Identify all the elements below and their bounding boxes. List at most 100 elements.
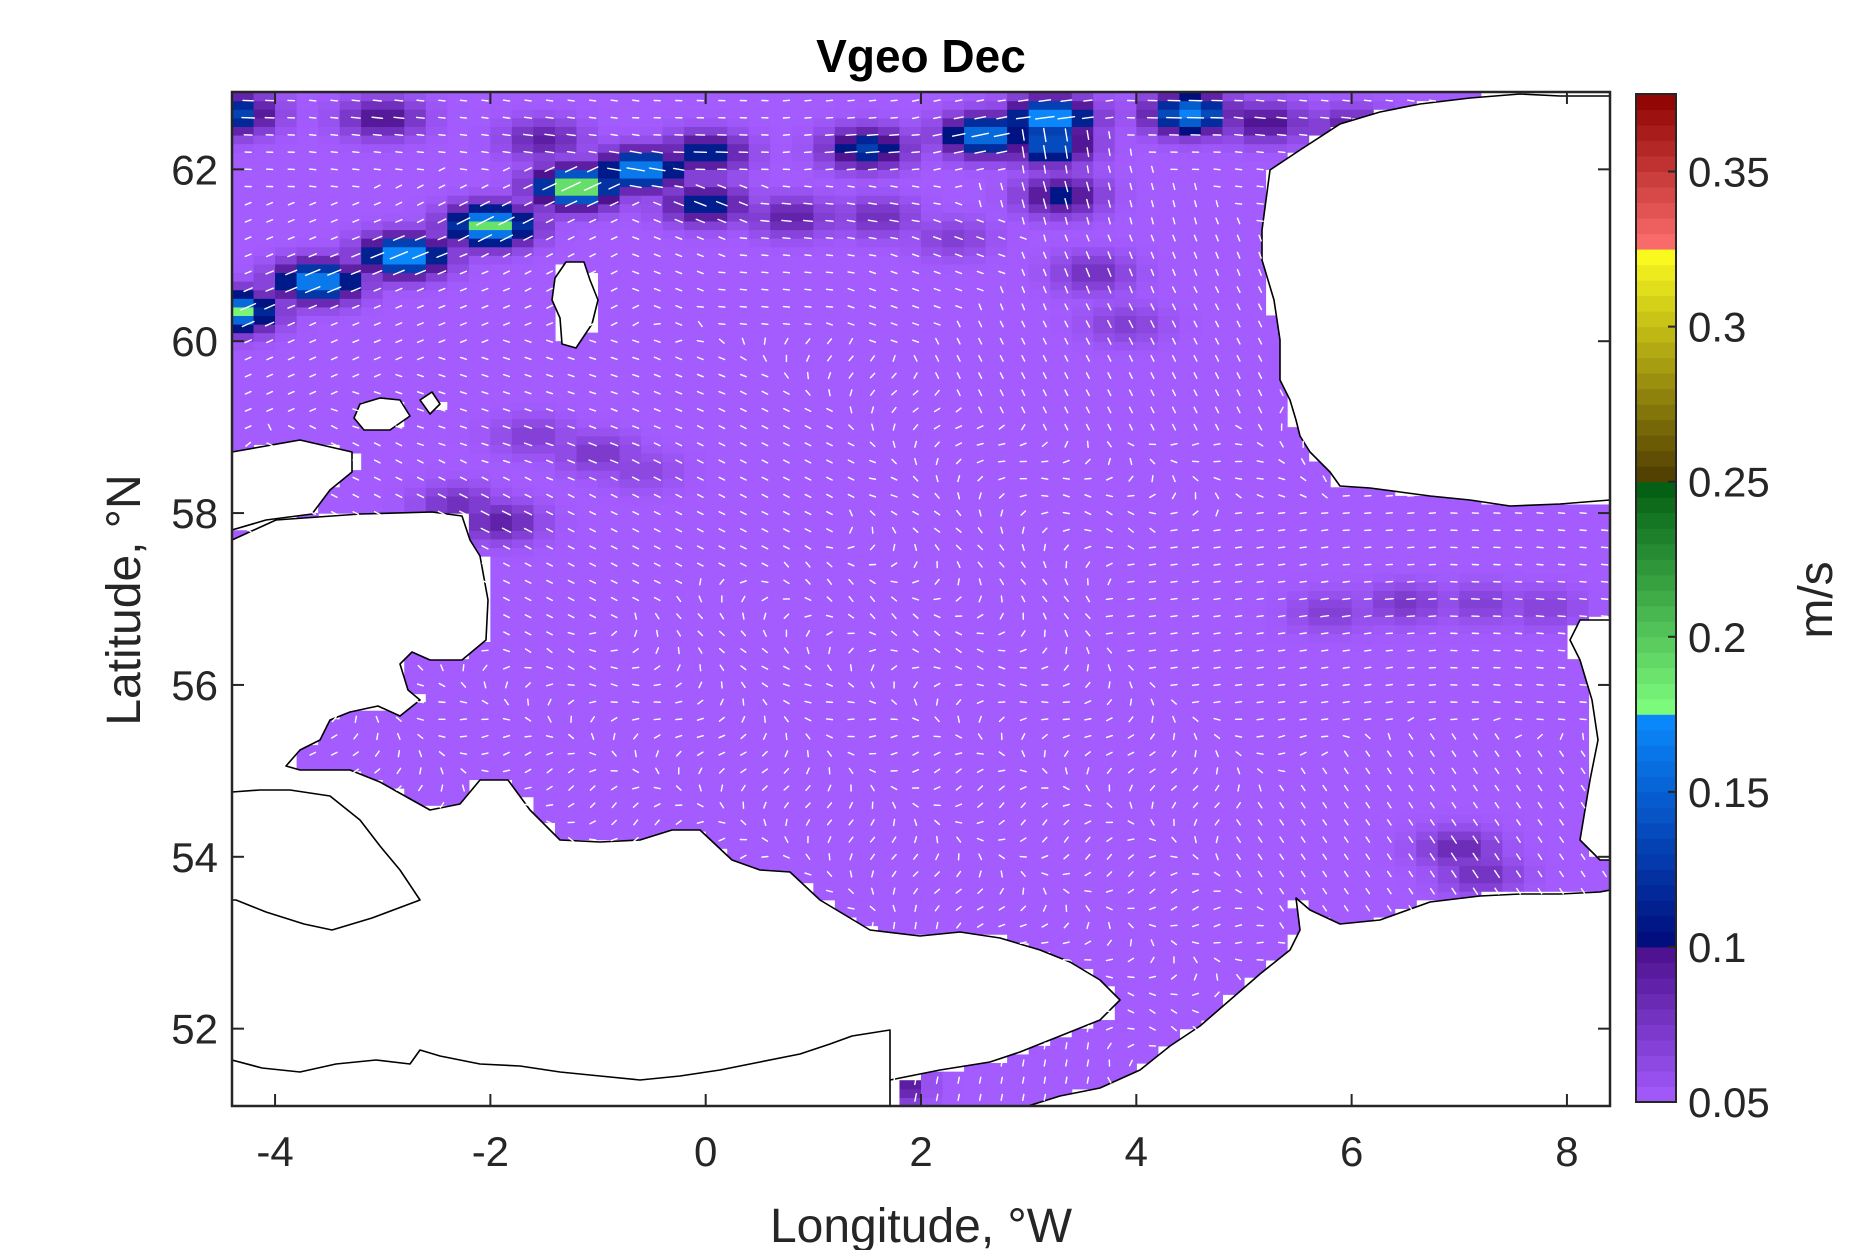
field-cell-3930 — [1200, 109, 1224, 119]
field-cell-892 — [533, 126, 556, 136]
field-cell-88 — [275, 401, 298, 411]
field-cell-640 — [468, 169, 491, 179]
field-cell-1158 — [619, 693, 642, 703]
field-cell-3915 — [1200, 238, 1224, 248]
field-cell-2777 — [985, 590, 1008, 600]
field-cell-202 — [318, 238, 341, 248]
field-cell-1746 — [748, 177, 771, 188]
field-cell-2337 — [899, 848, 922, 858]
field-cell-2214 — [856, 195, 879, 205]
field-cell-693 — [490, 401, 513, 411]
field-cell-2930 — [1007, 177, 1030, 188]
field-cell-510 — [425, 117, 448, 127]
field-cell-703 — [490, 315, 513, 325]
field-cell-1397 — [662, 126, 685, 136]
field-cell-2629 — [942, 92, 965, 102]
field-cell-4050 — [1243, 865, 1267, 875]
field-cell-448 — [404, 92, 427, 102]
field-cell-2412 — [899, 203, 922, 213]
velocity-arrow-15 — [244, 201, 252, 206]
field-cell-2496 — [921, 358, 944, 368]
field-cell-3421 — [1114, 693, 1137, 703]
field-cell-3894 — [1200, 418, 1224, 428]
field-cell-1225 — [619, 117, 642, 127]
field-cell-496 — [425, 238, 448, 248]
field-cell-1947 — [813, 831, 836, 841]
land-polygon-2 — [232, 789, 421, 931]
field-cell-1988 — [813, 478, 836, 488]
field-cell-3742 — [1179, 796, 1202, 806]
field-cell-1255 — [641, 607, 664, 617]
velocity-arrow-36 — [266, 201, 274, 206]
field-cell-3774 — [1179, 521, 1202, 531]
field-cell-4584 — [1416, 676, 1439, 686]
field-cell-3215 — [1071, 513, 1094, 523]
field-cell-2665 — [964, 667, 987, 677]
field-cell-1506 — [705, 684, 728, 695]
field-cell-3926 — [1200, 143, 1224, 153]
field-cell-3498 — [1136, 1002, 1159, 1013]
field-cell-984 — [576, 753, 599, 763]
field-cell-1682 — [748, 727, 771, 738]
field-cell-1761 — [770, 831, 793, 841]
field-cell-2386 — [899, 427, 922, 437]
field-cell-1310 — [641, 134, 664, 145]
field-cell-2033 — [813, 92, 836, 102]
field-cell-1392 — [662, 169, 685, 179]
field-cell-2125 — [834, 126, 858, 136]
field-cell-1520 — [705, 564, 728, 574]
field-cell-4496 — [1373, 573, 1396, 583]
field-cell-199 — [318, 263, 341, 274]
field-cell-4436 — [1351, 633, 1374, 643]
field-cell-2611 — [942, 246, 965, 256]
field-cell-2571 — [942, 590, 965, 600]
field-cell-4363 — [1330, 788, 1353, 798]
field-cell-494 — [425, 255, 448, 265]
field-cell-420 — [404, 332, 427, 342]
field-cell-910 — [554, 719, 578, 729]
field-cell-432 — [404, 229, 427, 239]
field-cell-4286 — [1287, 117, 1310, 127]
field-cell-1803 — [770, 470, 793, 480]
field-cell-611 — [468, 418, 491, 428]
field-cell-957 — [554, 238, 578, 248]
field-cell-4087 — [1243, 547, 1267, 557]
field-cell-1011 — [576, 521, 599, 531]
field-cell-1383 — [662, 246, 685, 256]
field-cell-4085 — [1243, 564, 1267, 574]
field-cell-2256 — [877, 676, 901, 686]
field-cell-1130 — [598, 186, 621, 196]
field-cell-2420 — [899, 134, 922, 145]
field-cell-3074 — [1050, 788, 1073, 798]
field-cell-1122 — [598, 255, 621, 265]
field-cell-3221 — [1071, 461, 1094, 471]
field-cell-2443 — [921, 813, 944, 824]
field-cell-4444 — [1351, 564, 1374, 574]
field-cell-3791 — [1179, 375, 1202, 385]
field-cell-4075 — [1243, 650, 1267, 660]
field-cell-3755 — [1179, 684, 1202, 695]
field-cell-4693 — [1459, 564, 1482, 574]
field-cell-572 — [447, 152, 470, 162]
field-cell-3919 — [1200, 203, 1224, 213]
field-cell-2395 — [899, 349, 922, 359]
field-cell-3741 — [1179, 805, 1202, 815]
field-cell-4147 — [1265, 899, 1288, 909]
field-cell-537 — [447, 452, 470, 463]
field-cell-614 — [468, 392, 491, 402]
field-cell-4267 — [1287, 556, 1310, 566]
field-cell-2069 — [834, 607, 858, 617]
field-cell-697 — [490, 366, 513, 377]
field-cell-2455 — [921, 710, 944, 720]
field-cell-643 — [468, 143, 491, 153]
field-cell-47 — [253, 401, 276, 411]
field-cell-2570 — [942, 599, 965, 609]
field-cell-101 — [275, 289, 298, 299]
field-cell-3068 — [1050, 839, 1073, 849]
field-cell-3193 — [1071, 702, 1094, 712]
field-cell-2924 — [1007, 229, 1030, 239]
field-cell-4025 — [1222, 195, 1245, 205]
field-cell-2748 — [985, 839, 1008, 849]
field-cell-2374 — [899, 530, 922, 540]
field-cell-4804 — [1523, 788, 1547, 798]
